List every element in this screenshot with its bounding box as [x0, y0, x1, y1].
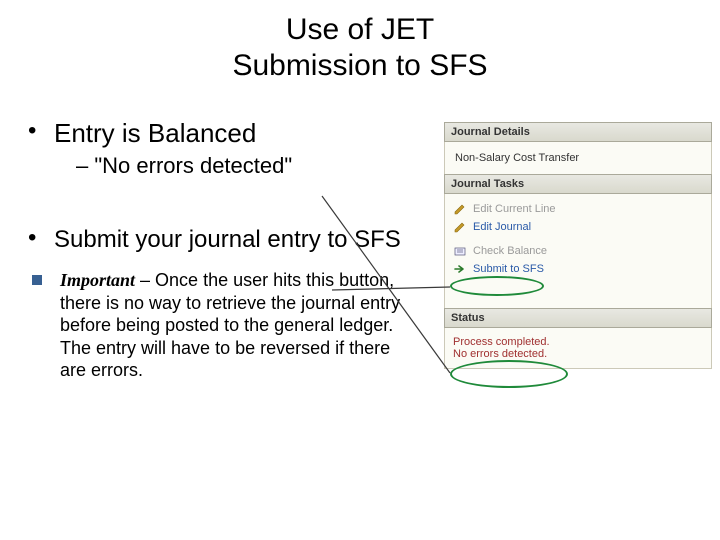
title-line-1: Use of JET	[286, 13, 434, 46]
panel-header-details: Journal Details	[444, 122, 712, 142]
pencil-icon	[453, 203, 467, 215]
task-edit-line-label: Edit Current Line	[473, 203, 556, 215]
task-submit-label: Submit to SFS	[473, 263, 544, 275]
bullet-2: • Submit your journal entry to SFS	[28, 225, 408, 255]
task-edit-journal-label: Edit Journal	[473, 221, 531, 233]
arrow-right-icon	[453, 263, 467, 275]
status-line-1: Process completed.	[453, 336, 703, 348]
bullet-1: • Entry is Balanced	[28, 118, 408, 149]
important-paragraph: Important – Once the user hits this butt…	[60, 269, 408, 382]
balance-icon	[453, 245, 467, 257]
bullet-2-text: Submit your journal entry to SFS	[54, 225, 401, 255]
title-line-2: Submission to SFS	[232, 49, 487, 82]
task-submit[interactable]: Submit to SFS	[453, 260, 703, 278]
bullet-1-text: Entry is Balanced	[54, 118, 256, 149]
panel-header-status: Status	[444, 308, 712, 328]
task-check-balance-label: Check Balance	[473, 245, 547, 257]
sub-bullet-1: – "No errors detected"	[76, 153, 408, 179]
pencil-icon	[453, 221, 467, 233]
content-area: • Entry is Balanced – "No errors detecte…	[28, 118, 408, 386]
journal-panel: Journal Details Non-Salary Cost Transfer…	[444, 122, 712, 369]
bullet-3: Important – Once the user hits this butt…	[28, 269, 408, 382]
bullet-dot-icon: •	[28, 118, 54, 144]
square-bullet-icon	[32, 275, 42, 285]
status-body: Process completed. No errors detected.	[444, 328, 712, 369]
task-edit-line[interactable]: Edit Current Line	[453, 200, 703, 218]
panel-tasks-body: Edit Current Line Edit Journal Check Bal…	[444, 194, 712, 284]
status-line-2: No errors detected.	[453, 348, 703, 360]
task-edit-journal[interactable]: Edit Journal	[453, 218, 703, 236]
task-check-balance[interactable]: Check Balance	[453, 242, 703, 260]
important-label: Important	[60, 270, 135, 290]
journal-type: Non-Salary Cost Transfer	[453, 148, 703, 168]
panel-details-body: Non-Salary Cost Transfer	[444, 142, 712, 174]
slide-title: Use of JET Submission to SFS	[0, 0, 720, 84]
panel-header-tasks: Journal Tasks	[444, 174, 712, 194]
bullet-dot-icon: •	[28, 225, 54, 251]
